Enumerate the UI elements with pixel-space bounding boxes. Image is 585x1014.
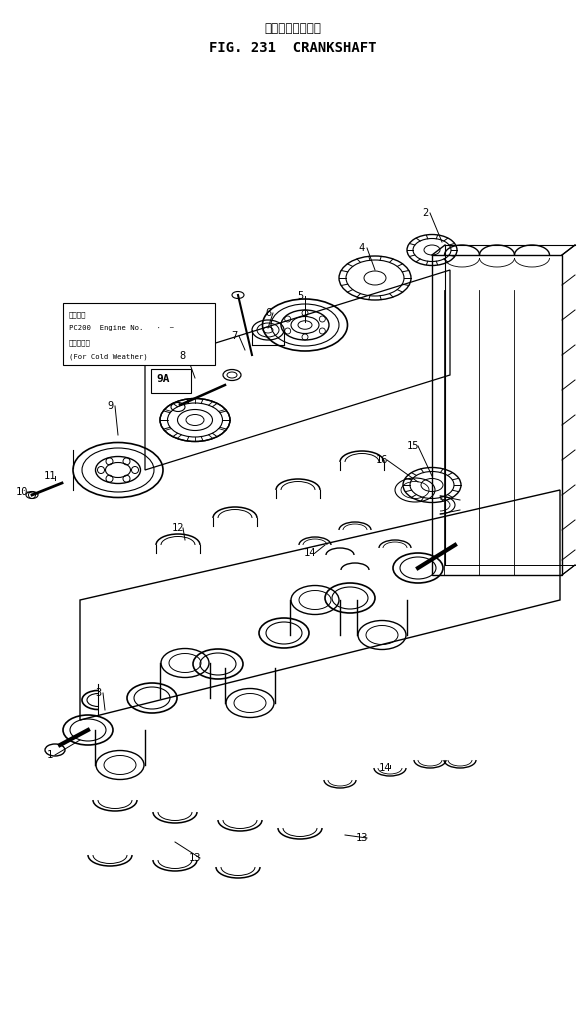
Text: 9: 9: [107, 401, 113, 411]
Text: FIG. 231  CRANKSHAFT: FIG. 231 CRANKSHAFT: [209, 41, 376, 55]
Text: 7: 7: [231, 331, 237, 341]
Text: 14: 14: [378, 763, 391, 773]
Text: クランクシャフト: クランクシャフト: [264, 21, 321, 34]
Text: 2: 2: [422, 208, 428, 218]
Text: 9A: 9A: [156, 374, 170, 384]
FancyBboxPatch shape: [63, 303, 215, 365]
Text: 3: 3: [95, 689, 101, 698]
Text: 5: 5: [297, 291, 303, 301]
Text: 16: 16: [376, 455, 388, 465]
FancyBboxPatch shape: [151, 369, 191, 393]
Text: 15: 15: [407, 441, 419, 451]
Text: 寂温地仕様: 寂温地仕様: [69, 339, 91, 346]
Text: 8: 8: [179, 351, 185, 361]
Text: 1: 1: [47, 750, 53, 760]
Text: 11: 11: [44, 470, 56, 481]
Text: 適用号機: 適用号機: [69, 311, 87, 317]
Text: 13: 13: [356, 832, 368, 843]
Text: 14: 14: [304, 548, 316, 558]
Text: 13: 13: [189, 853, 201, 863]
Text: 10: 10: [16, 487, 28, 497]
Text: (For Cold Weather): (For Cold Weather): [69, 353, 148, 360]
Text: 12: 12: [172, 523, 184, 533]
Text: PC200  Engine No.   ·  ~: PC200 Engine No. · ~: [69, 325, 174, 331]
Text: 4: 4: [359, 243, 365, 254]
Text: 6: 6: [265, 308, 271, 318]
